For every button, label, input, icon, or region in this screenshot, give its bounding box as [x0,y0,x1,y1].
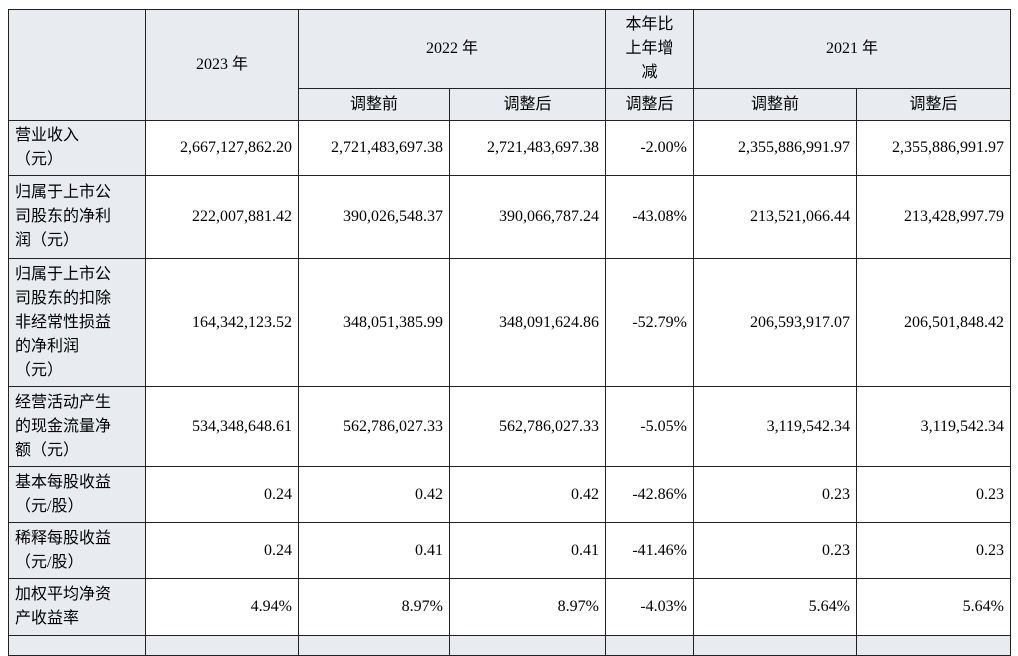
value-cell: 562,786,027.33 [449,386,606,467]
data-row: 归属于上市公司股东的扣除非经常性损益的净利润（元） 164,342,123.52 3… [8,258,1011,387]
value-cell: 206,501,848.42 [856,258,1011,387]
value-cell: 0.41 [298,522,450,579]
row-label-cell: 归属于上市公司股东的净利润（元） [8,175,146,259]
header-cell: 2023 年 [145,9,299,121]
value-cell: 0.24 [145,466,299,523]
empty-cell [693,635,857,656]
value-cell: 348,051,385.99 [298,258,450,387]
value-cell: 0.23 [693,522,857,579]
data-row: 营业收入（元） 2,667,127,862.20 2,721,483,697.38 2… [8,120,1011,176]
row-label: 归属于上市公司股东的扣除非经常性损益的净利润（元） [15,265,112,379]
header-cell: 本年比上年增减 [605,9,694,89]
row-label: 经营活动产生的现金流量净额（元） [15,393,112,459]
value-cell: 0.23 [856,466,1011,523]
value-cell: 5.64% [693,578,857,636]
row-label: 营业收入（元） [15,127,80,168]
header-row: 2023 年 2022 年 本年比上年增减 2021 年 [8,9,1011,121]
value-cell: 0.23 [856,522,1011,579]
row-label-cell: 经营活动产生的现金流量净额（元） [8,386,146,467]
row-label: 加权平均净资产收益率 [15,586,112,627]
subheader-cell: 调整前 [693,88,857,121]
value-cell: 390,026,548.37 [298,175,450,259]
value-cell: 213,428,997.79 [856,175,1011,259]
value-cell: 4.94% [145,578,299,636]
header-cell: 2021 年 [693,9,1011,89]
empty-cell [449,635,606,656]
value-cell: 164,342,123.52 [145,258,299,387]
corner-cell [8,9,146,121]
value-cell: 222,007,881.42 [145,175,299,259]
empty-cell [8,635,146,656]
subheader-cell: 调整后 [605,88,694,121]
value-cell: 0.24 [145,522,299,579]
subheader-row: 调整前 调整后 调整后 调整前 调整后 [9,88,1011,121]
value-cell: 562,786,027.33 [298,386,450,467]
header-text: 本年比上年增减 [625,16,674,81]
value-cell: 5.64% [856,578,1011,636]
table-body: 2023 年 2022 年 本年比上年增减 2021 年 调整前 调整后 调整后 调整… [8,9,1011,656]
value-cell: -2.00% [605,120,694,176]
row-label-cell: 归属于上市公司股东的扣除非经常性损益的净利润（元） [8,258,146,387]
value-cell: 206,593,917.07 [693,258,857,387]
value-cell: 0.42 [449,466,606,523]
value-cell: 0.41 [449,522,606,579]
row-label: 基本每股收益（元/股） [15,473,112,515]
empty-cell [856,635,1011,656]
value-cell: 213,521,066.44 [693,175,857,259]
empty-cell [145,635,299,656]
value-cell: 348,091,624.86 [449,258,606,387]
header-cell: 2022 年 [298,9,606,89]
value-cell: -41.46% [605,522,694,579]
partial-row [8,635,1011,656]
value-cell: 2,355,886,991.97 [693,120,857,176]
row-label-cell: 营业收入（元） [8,120,146,176]
value-cell: -43.08% [605,175,694,259]
subheader-cell: 调整后 [449,88,606,121]
value-cell: 534,348,648.61 [145,386,299,467]
value-cell: 8.97% [298,578,450,636]
value-cell: 3,119,542.34 [856,386,1011,467]
row-label: 归属于上市公司股东的净利润（元） [15,184,112,249]
value-cell: 8.97% [449,578,606,636]
value-cell: 2,721,483,697.38 [298,120,450,176]
value-cell: -4.03% [605,578,694,636]
data-row: 归属于上市公司股东的净利润（元） 222,007,881.42 390,026,54… [8,175,1011,259]
row-label-cell: 基本每股收益（元/股） [8,466,146,523]
financial-table: 2023 年 2022 年 本年比上年增减 2021 年 调整前 调整后 调整后 调整… [8,9,1011,656]
data-row: 稀释每股收益（元/股） 0.24 0.41 0.41 -41.46% 0.23 0.23 [8,522,1011,579]
value-cell: 0.23 [693,466,857,523]
empty-cell [298,635,450,656]
row-label-cell: 稀释每股收益（元/股） [8,522,146,579]
value-cell: 3,119,542.34 [693,386,857,467]
value-cell: 2,355,886,991.97 [856,120,1011,176]
subheader-cell: 调整前 [298,88,450,121]
value-cell: 390,066,787.24 [449,175,606,259]
value-cell: 2,721,483,697.38 [449,120,606,176]
data-row: 基本每股收益（元/股） 0.24 0.42 0.42 -42.86% 0.23 0.23 [8,466,1011,523]
data-row: 加权平均净资产收益率 4.94% 8.97% 8.97% -4.03% 5.64% 5.64… [8,578,1011,636]
subheader-cell: 调整后 [856,88,1011,121]
empty-cell [605,635,694,656]
data-row: 经营活动产生的现金流量净额（元） 534,348,648.61 562,786,02… [8,386,1011,467]
value-cell: -52.79% [605,258,694,387]
value-cell: 0.42 [298,466,450,523]
row-label: 稀释每股收益（元/股） [15,529,112,571]
value-cell: -42.86% [605,466,694,523]
row-label-cell: 加权平均净资产收益率 [8,578,146,636]
value-cell: -5.05% [605,386,694,467]
value-cell: 2,667,127,862.20 [145,120,299,176]
